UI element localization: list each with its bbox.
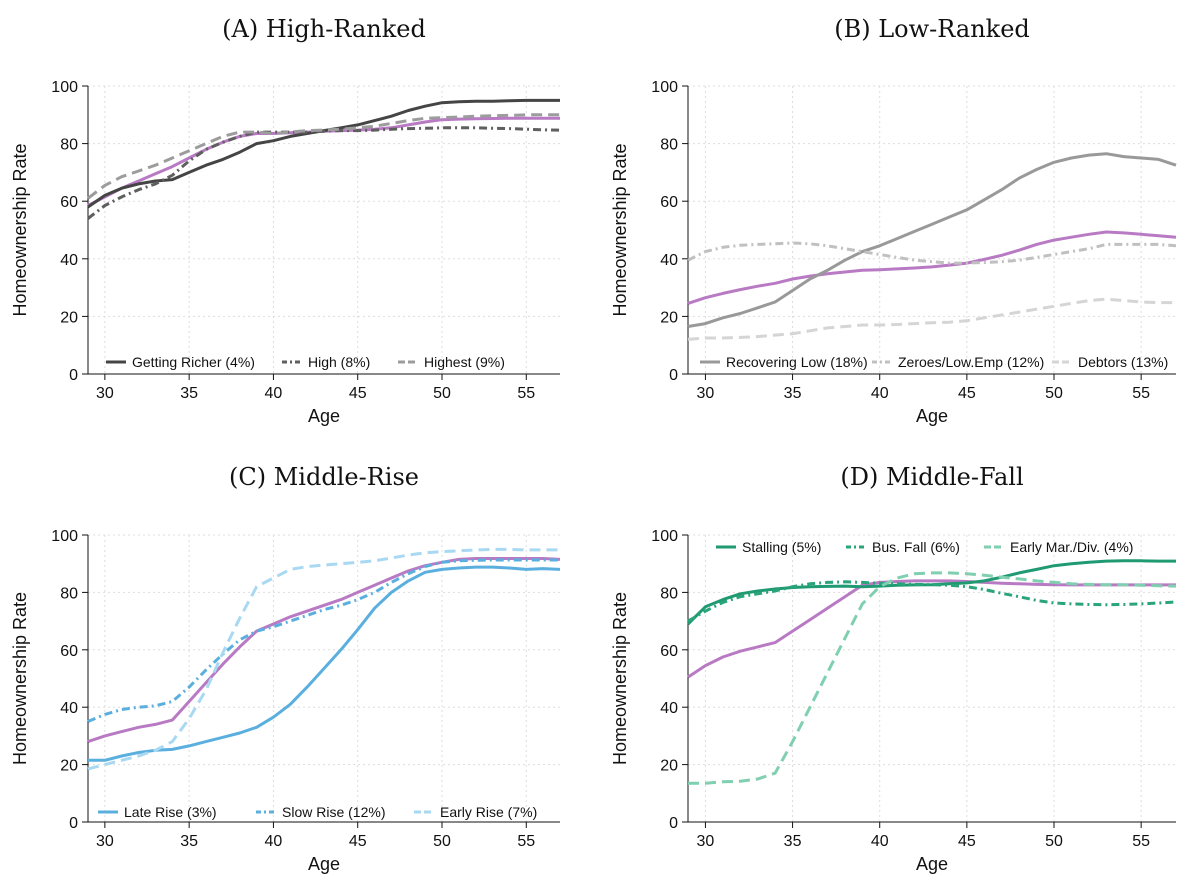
legend-entry: Zeroes/Low.Emp (12%) <box>898 354 1044 370</box>
y-tick-label: 80 <box>60 137 78 154</box>
chart-title: (D) Middle-Fall <box>840 463 1023 491</box>
series-line-comparison <box>687 230 1177 305</box>
y-tick-label: 0 <box>669 367 678 384</box>
series-line-stalling-5 <box>686 559 1176 626</box>
chart-title: (C) Middle-Rise <box>229 463 419 491</box>
x-tick-label: 35 <box>784 385 802 402</box>
x-tick-label: 50 <box>1045 833 1063 850</box>
series-line-late-rise-3 <box>88 565 561 762</box>
x-tick-label: 40 <box>871 833 889 850</box>
y-axis-label: Homeownership Rate <box>610 143 630 316</box>
x-tick-label: 30 <box>96 833 114 850</box>
y-tick-label: 20 <box>660 309 678 326</box>
series-line-comparison <box>87 557 561 744</box>
y-axis-label: Homeownership Rate <box>610 592 630 765</box>
legend-entry: Highest (9%) <box>424 354 505 370</box>
y-tick-label: 20 <box>660 758 678 775</box>
x-tick-label: 45 <box>349 385 367 402</box>
x-tick-label: 50 <box>433 833 451 850</box>
chart-panel-1: (A) High-Ranked 0 20 40 60 80 100 30 35 40 45 50 55 A… <box>10 15 561 426</box>
chart-title: (B) Low-Ranked <box>834 15 1030 43</box>
series-line-bus-fall-6 <box>687 580 1177 623</box>
y-tick-label: 40 <box>60 252 78 269</box>
y-tick-label: 80 <box>660 137 678 154</box>
y-tick-label: 80 <box>660 585 678 602</box>
legend-entry: Debtors (13%) <box>1078 354 1168 370</box>
y-tick-label: 100 <box>51 528 78 545</box>
x-tick-label: 55 <box>517 385 535 402</box>
y-tick-label: 80 <box>60 585 78 602</box>
x-tick-label: 30 <box>697 385 715 402</box>
chart-title: (A) High-Ranked <box>222 15 426 43</box>
legend-entry: Slow Rise (12%) <box>282 804 385 820</box>
y-tick-label: 0 <box>669 815 678 832</box>
chart-panel-3: (C) Middle-Rise 0 20 40 60 80 100 30 35 40 45 50 55 A… <box>10 463 561 874</box>
y-axis-label: Homeownership Rate <box>10 592 30 765</box>
y-tick-label: 100 <box>51 79 78 96</box>
series-line-highest-9 <box>87 113 560 200</box>
legend-entry: Bus. Fall (6%) <box>872 539 960 555</box>
legend-entry: High (8%) <box>308 354 370 370</box>
chart-panel-4: (D) Middle-Fall 0 20 40 60 80 100 30 35 40 45 50 55 A… <box>610 463 1177 874</box>
y-tick-label: 60 <box>660 194 678 211</box>
x-tick-label: 40 <box>265 833 283 850</box>
x-axis-label: Age <box>308 854 340 874</box>
y-tick-label: 40 <box>60 700 78 717</box>
x-tick-label: 30 <box>96 385 114 402</box>
y-tick-label: 40 <box>660 252 678 269</box>
x-tick-label: 55 <box>1132 833 1150 850</box>
y-tick-label: 20 <box>60 758 78 775</box>
y-tick-label: 0 <box>69 815 78 832</box>
x-tick-label: 50 <box>433 385 451 402</box>
series-line-recovering-low-18 <box>687 152 1177 328</box>
legend-entry: Early Mar./Div. (4%) <box>1010 539 1133 555</box>
legend-entry: Recovering Low (18%) <box>726 354 868 370</box>
series-line-debtors-13 <box>687 297 1176 341</box>
y-tick-label: 60 <box>60 194 78 211</box>
y-tick-label: 0 <box>69 367 78 384</box>
x-tick-label: 45 <box>958 833 976 850</box>
series-line-slow-rise-12 <box>87 558 560 723</box>
x-tick-label: 30 <box>697 833 715 850</box>
x-tick-label: 35 <box>180 833 198 850</box>
series-line-zeroes-low-emp-12 <box>687 241 1177 265</box>
x-tick-label: 35 <box>180 385 198 402</box>
x-tick-label: 45 <box>349 833 367 850</box>
x-axis-label: Age <box>916 406 948 426</box>
y-tick-label: 60 <box>60 643 78 660</box>
y-tick-label: 20 <box>60 309 78 326</box>
x-tick-label: 55 <box>517 833 535 850</box>
y-tick-label: 100 <box>651 528 678 545</box>
legend-entry: Stalling (5%) <box>742 539 821 555</box>
y-tick-label: 40 <box>660 700 678 717</box>
series-line-early-rise-7 <box>87 547 560 771</box>
legend-entry: Late Rise (3%) <box>124 804 217 820</box>
y-axis-label: Homeownership Rate <box>10 143 30 316</box>
x-tick-label: 50 <box>1045 385 1063 402</box>
legend-entry: Getting Richer (4%) <box>132 354 255 370</box>
x-tick-label: 35 <box>784 833 802 850</box>
x-tick-label: 40 <box>871 385 889 402</box>
x-tick-label: 45 <box>958 385 976 402</box>
series-line-comparison <box>687 579 1176 679</box>
x-axis-label: Age <box>308 406 340 426</box>
series-line-high-8 <box>87 126 561 220</box>
legend-entry: Early Rise (7%) <box>440 804 537 820</box>
x-axis-label: Age <box>916 854 948 874</box>
y-tick-label: 100 <box>651 79 678 96</box>
series-line-early-mar-div-4 <box>688 571 1177 785</box>
x-tick-label: 55 <box>1132 385 1150 402</box>
chart-panel-2: (B) Low-Ranked 0 20 40 60 80 100 30 35 40 45 50 55 Ag… <box>610 15 1177 426</box>
x-tick-label: 40 <box>265 385 283 402</box>
y-tick-label: 60 <box>660 643 678 660</box>
